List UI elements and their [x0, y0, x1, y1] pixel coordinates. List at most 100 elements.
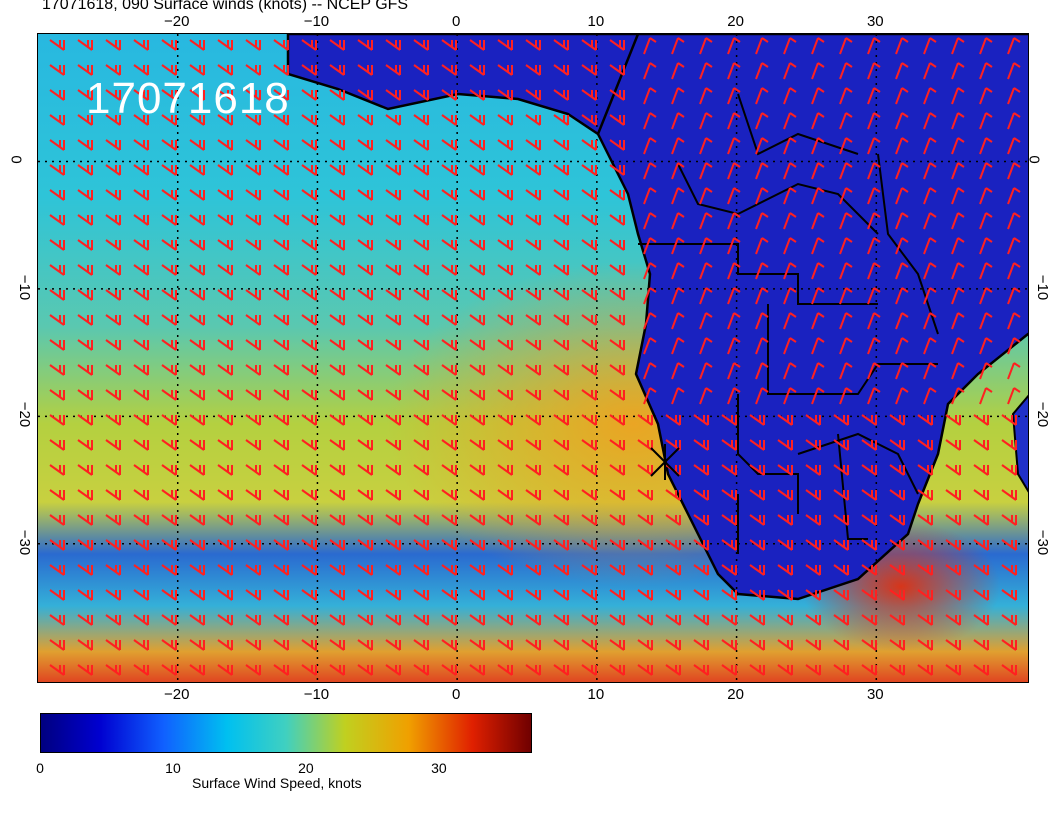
wind-barb: [643, 337, 657, 355]
wind-barb: [273, 539, 289, 551]
wind-barb: [945, 539, 961, 551]
wind-barb: [133, 589, 149, 601]
wind-barb: [839, 37, 853, 55]
wind-barb: [77, 339, 93, 351]
wind-barb: [49, 339, 65, 351]
wind-barb: [245, 214, 261, 226]
wind-barb: [671, 62, 685, 80]
lat-tick-right: 0: [1025, 155, 1043, 165]
wind-barb: [161, 314, 177, 326]
wind-barb: [553, 564, 569, 576]
wind-barb: [805, 464, 821, 476]
wind-barb: [637, 564, 653, 576]
wind-barb: [833, 414, 849, 426]
wind-barb: [77, 114, 93, 126]
wind-barb: [329, 514, 345, 526]
wind-barb: [301, 139, 317, 151]
wind-barb: [777, 514, 793, 526]
wind-barb: [469, 664, 485, 676]
wind-barb: [385, 214, 401, 226]
wind-barb: [777, 439, 793, 451]
wind-barb: [497, 664, 513, 676]
wind-barb: [553, 639, 569, 651]
wind-barb: [609, 589, 625, 601]
wind-barb: [665, 514, 681, 526]
wind-barb: [329, 664, 345, 676]
wind-barb: [413, 239, 429, 251]
wind-barb: [811, 112, 825, 130]
wind-barb: [917, 639, 933, 651]
wind-barb: [749, 514, 765, 526]
wind-barb: [105, 589, 121, 601]
wind-barb: [889, 614, 905, 626]
wind-barb: [525, 189, 541, 201]
wind-barb: [217, 39, 233, 51]
wind-barb: [979, 37, 993, 55]
wind-barb: [805, 614, 821, 626]
wind-barb: [357, 464, 373, 476]
wind-barb: [895, 137, 909, 155]
wind-barb: [889, 664, 905, 676]
wind-barb: [77, 314, 93, 326]
wind-barb: [721, 439, 737, 451]
wind-barb: [49, 539, 65, 551]
wind-barb: [671, 262, 685, 280]
wind-barb: [979, 162, 993, 180]
wind-barb: [357, 164, 373, 176]
wind-barb: [245, 139, 261, 151]
wind-barb: [693, 664, 709, 676]
wind-barb: [497, 239, 513, 251]
wind-barb: [979, 137, 993, 155]
lon-tick-top: −20: [163, 13, 190, 30]
wind-barb: [609, 489, 625, 501]
wind-barb: [805, 539, 821, 551]
wind-barb: [755, 387, 769, 405]
wind-barb: [867, 287, 881, 305]
wind-barb: [357, 339, 373, 351]
wind-barb: [917, 539, 933, 551]
wind-barb: [469, 389, 485, 401]
wind-barb: [945, 614, 961, 626]
wind-barb: [755, 87, 769, 105]
wind-barb: [979, 87, 993, 105]
wind-barb: [301, 414, 317, 426]
wind-barb: [805, 589, 821, 601]
wind-barb: [889, 414, 905, 426]
wind-barb: [783, 337, 797, 355]
wind-barb: [749, 664, 765, 676]
wind-barb: [273, 414, 289, 426]
wind-barb: [973, 514, 989, 526]
wind-barb: [973, 489, 989, 501]
wind-barb: [923, 262, 937, 280]
wind-barb: [951, 87, 965, 105]
wind-barb: [727, 62, 741, 80]
wind-barb: [161, 464, 177, 476]
wind-barb: [945, 639, 961, 651]
wind-barb: [301, 189, 317, 201]
wind-barb: [1007, 37, 1021, 55]
wind-barb: [1001, 489, 1017, 501]
wind-barb: [301, 339, 317, 351]
wind-barb: [77, 89, 93, 101]
lon-tick-bottom: −10: [303, 686, 330, 703]
wind-barb: [699, 387, 713, 405]
wind-barb: [895, 237, 909, 255]
wind-barb: [49, 364, 65, 376]
wind-barb: [357, 439, 373, 451]
wind-barb: [699, 62, 713, 80]
wind-barb: [105, 139, 121, 151]
wind-barb: [469, 189, 485, 201]
wind-barb: [979, 312, 993, 330]
wind-barb: [973, 439, 989, 451]
wind-barb: [161, 414, 177, 426]
wind-barb: [49, 564, 65, 576]
wind-barb: [161, 564, 177, 576]
wind-barb: [497, 264, 513, 276]
wind-barb: [923, 362, 937, 380]
wind-barb: [329, 264, 345, 276]
wind-barb: [693, 539, 709, 551]
wind-barb: [77, 564, 93, 576]
wind-barb: [833, 614, 849, 626]
wind-barb: [77, 614, 93, 626]
wind-barb: [329, 164, 345, 176]
